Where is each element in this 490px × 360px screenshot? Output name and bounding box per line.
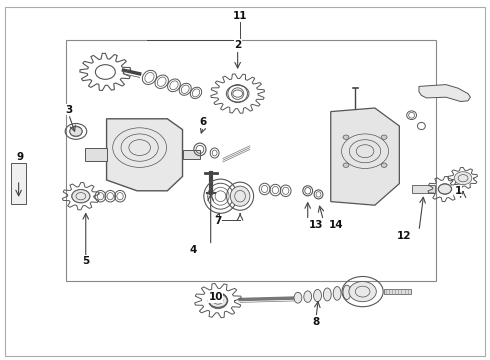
Text: 1: 1 bbox=[455, 186, 462, 196]
Text: 13: 13 bbox=[309, 220, 323, 230]
Text: 7: 7 bbox=[214, 216, 222, 226]
Ellipse shape bbox=[323, 288, 331, 301]
Bar bbox=[412, 185, 435, 193]
Text: 14: 14 bbox=[328, 220, 343, 230]
Text: 11: 11 bbox=[233, 11, 247, 21]
Text: 12: 12 bbox=[397, 231, 412, 241]
Ellipse shape bbox=[230, 186, 250, 206]
Text: 5: 5 bbox=[82, 256, 89, 266]
Circle shape bbox=[381, 135, 387, 139]
Text: 10: 10 bbox=[208, 292, 223, 302]
Text: 3: 3 bbox=[65, 105, 72, 115]
Circle shape bbox=[349, 282, 376, 302]
Circle shape bbox=[343, 135, 349, 139]
Bar bbox=[84, 148, 106, 161]
Ellipse shape bbox=[439, 184, 451, 194]
Bar bbox=[11, 163, 26, 204]
Bar bbox=[384, 289, 411, 294]
Text: 6: 6 bbox=[200, 117, 207, 127]
Circle shape bbox=[381, 163, 387, 167]
Ellipse shape bbox=[304, 291, 312, 302]
Polygon shape bbox=[419, 85, 470, 102]
Text: 8: 8 bbox=[313, 317, 319, 327]
Text: 2: 2 bbox=[234, 40, 241, 50]
Ellipse shape bbox=[314, 289, 321, 302]
Bar bbox=[66, 40, 436, 281]
Ellipse shape bbox=[72, 189, 90, 203]
Polygon shape bbox=[106, 119, 182, 191]
Circle shape bbox=[454, 172, 472, 185]
Ellipse shape bbox=[70, 126, 82, 137]
Text: 9: 9 bbox=[16, 152, 23, 162]
Ellipse shape bbox=[343, 285, 351, 300]
Polygon shape bbox=[331, 108, 399, 205]
Bar bbox=[182, 150, 200, 159]
Ellipse shape bbox=[209, 292, 227, 309]
Circle shape bbox=[343, 163, 349, 167]
Ellipse shape bbox=[333, 287, 341, 300]
Ellipse shape bbox=[294, 292, 302, 303]
Text: 4: 4 bbox=[190, 245, 197, 255]
